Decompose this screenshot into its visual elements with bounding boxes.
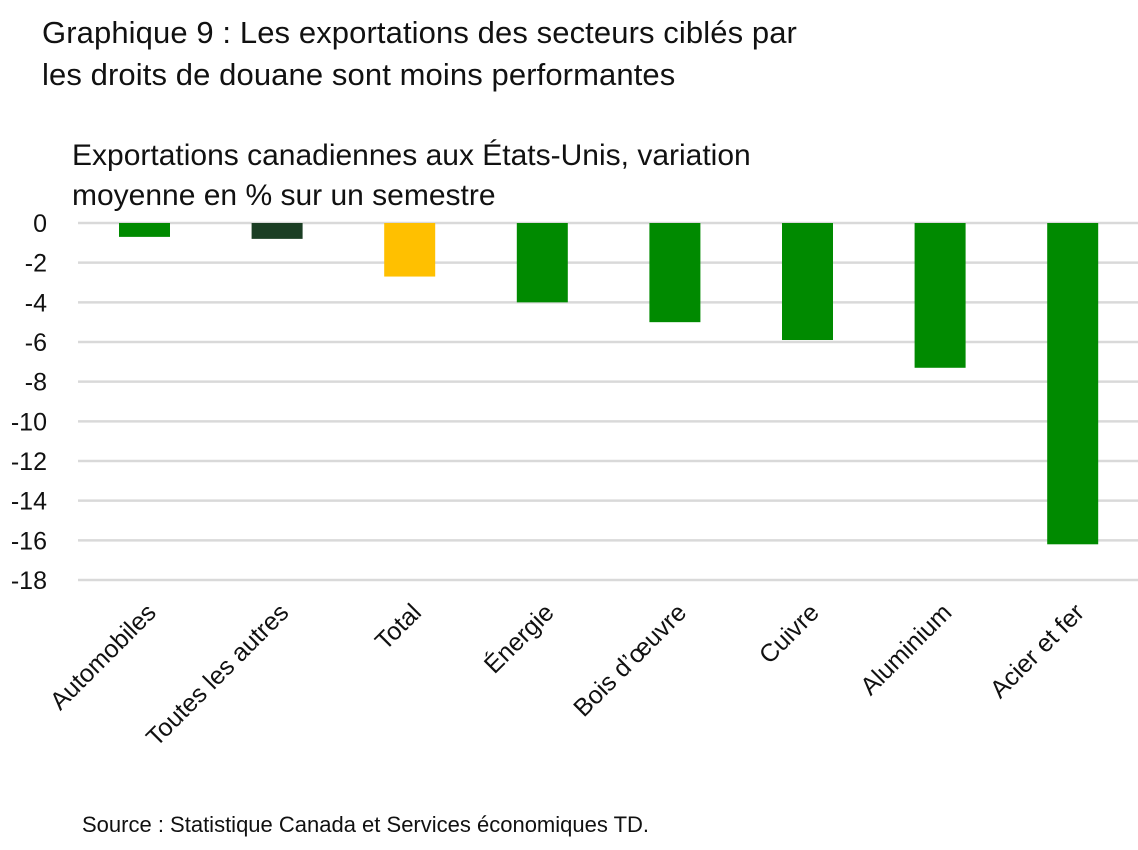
y-tick-label: -16 — [11, 527, 47, 555]
y-axis-label-line-1: Exportations canadiennes aux États-Unis,… — [72, 139, 751, 172]
y-tick-label: -8 — [25, 369, 47, 397]
x-tick-label: Total — [370, 598, 427, 655]
y-tick-label: -18 — [11, 567, 47, 595]
x-tick-label: Aluminium — [855, 598, 957, 700]
y-tick-label: -12 — [11, 448, 47, 476]
source-note: Source : Statistique Canada et Services … — [82, 812, 650, 837]
y-tick-label: -2 — [25, 250, 47, 278]
y-tick-label: -10 — [11, 408, 47, 436]
bar-0 — [119, 223, 170, 237]
y-tick-label: -6 — [25, 329, 47, 357]
bar-2 — [384, 223, 436, 277]
x-tick-label: Automobiles — [45, 598, 162, 715]
x-tick-label: Cuivre — [754, 598, 825, 669]
bar-6 — [914, 223, 966, 368]
y-axis-label-line-2: moyenne en % sur un semestre — [72, 179, 496, 212]
y-tick-label: -14 — [11, 488, 47, 516]
y-axis-label: Exportations canadiennes aux États-Unis,… — [72, 136, 972, 216]
bar-4 — [649, 223, 701, 323]
x-tick-label: Énergie — [478, 598, 559, 679]
chart-title-line-2: les droits de douane sont moins performa… — [42, 57, 676, 92]
y-tick-label: 0 — [33, 210, 47, 238]
x-tick-label: Acier et fer — [985, 598, 1090, 703]
y-tick-label: -4 — [25, 289, 47, 317]
bar-3 — [516, 223, 568, 303]
x-tick-label: Toutes les autres — [141, 598, 294, 751]
bar-1 — [251, 223, 303, 239]
chart-title: Graphique 9 : Les exportations des secte… — [42, 12, 1042, 96]
chart-title-line-1: Graphique 9 : Les exportations des secte… — [42, 15, 797, 50]
x-tick-label: Bois d’œuvre — [568, 598, 692, 722]
bar-5 — [782, 223, 833, 341]
bar-7 — [1047, 223, 1099, 545]
